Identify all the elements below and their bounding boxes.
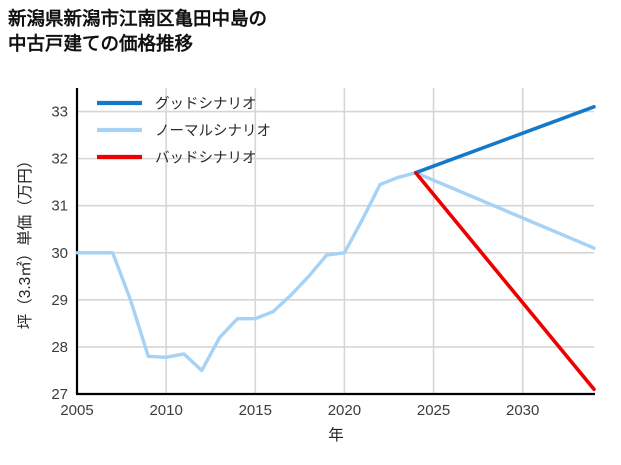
x-tick-labels: 2005 2010 2015 2020 2025 2030 (60, 402, 539, 419)
series-line-2 (413, 170, 596, 392)
legend-label-1: ノーマルシナリオ (155, 124, 271, 140)
y-tick-labels: 27 28 29 30 31 32 33 (51, 104, 68, 403)
y-tick-label: 30 (51, 245, 68, 262)
x-tick-label: 2025 (417, 402, 450, 419)
y-tick-label: 33 (51, 104, 68, 121)
legend-label-2: バッドシナリオ (155, 151, 257, 167)
y-axis-title: 坪（3.3㎡）単価（万円） (16, 153, 34, 330)
x-gridlines (76, 88, 524, 394)
data-series-group (75, 105, 596, 392)
y-tick-label: 29 (51, 292, 68, 309)
x-tick-label: 2010 (149, 402, 182, 419)
y-tick-label: 28 (51, 339, 68, 356)
y-tick-label: 32 (51, 151, 68, 168)
x-tick-label: 2005 (60, 402, 93, 419)
legend-label-0: グッドシナリオ (155, 96, 257, 113)
y-tick-label: 31 (51, 198, 68, 215)
x-tick-label: 2030 (506, 402, 539, 419)
x-axis-title: 年 (328, 426, 344, 444)
y-tick-label: 27 (51, 386, 68, 403)
series-line-1 (75, 171, 596, 373)
chart-title: 新潟県新潟市江南区亀田中島の 中古戸建ての価格推移 (8, 8, 268, 54)
series-line-0 (413, 105, 596, 175)
x-tick-label: 2015 (239, 402, 272, 419)
x-tick-label: 2020 (328, 402, 361, 419)
